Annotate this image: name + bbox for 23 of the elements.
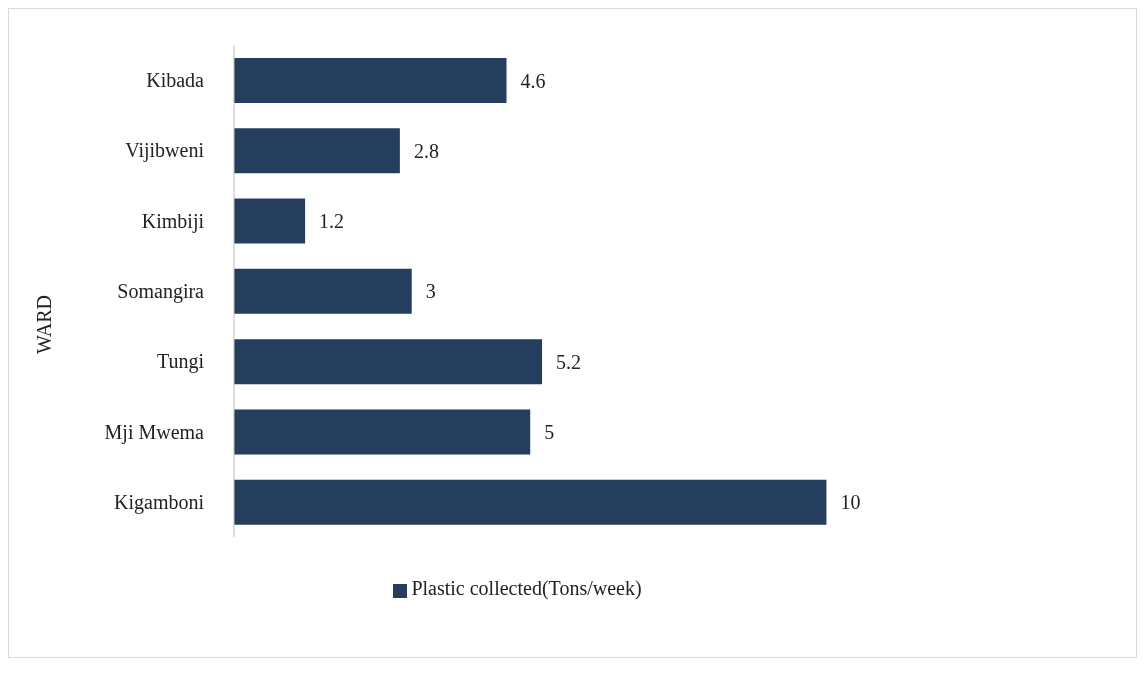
data-label: 1.2 (319, 210, 345, 233)
data-label: 5 (544, 421, 555, 444)
y-tick-label: Vijibweni (125, 139, 205, 163)
bar (234, 409, 531, 455)
bar (234, 198, 306, 244)
bar (234, 339, 543, 385)
data-label: 10 (840, 491, 861, 514)
bar (234, 128, 400, 174)
bar (234, 479, 827, 525)
data-label: 5.2 (556, 350, 582, 373)
legend-label: Plastic collected(Tons/week) (411, 577, 642, 599)
y-tick-label: Kigamboni (114, 490, 205, 514)
y-tick-label: Kimbiji (141, 209, 205, 233)
data-label: 4.6 (520, 69, 546, 92)
y-tick-label: Tungi (156, 350, 205, 374)
data-label: 2.8 (413, 139, 439, 162)
bar (234, 268, 412, 314)
y-tick-label: Kibada (146, 69, 205, 92)
bar (234, 58, 507, 103)
y-tick-label: Mji Mwema (104, 420, 205, 444)
y-axis-title: WARD (32, 294, 56, 354)
y-tick-label: Somangira (117, 280, 205, 303)
data-label: 3 (425, 280, 436, 303)
